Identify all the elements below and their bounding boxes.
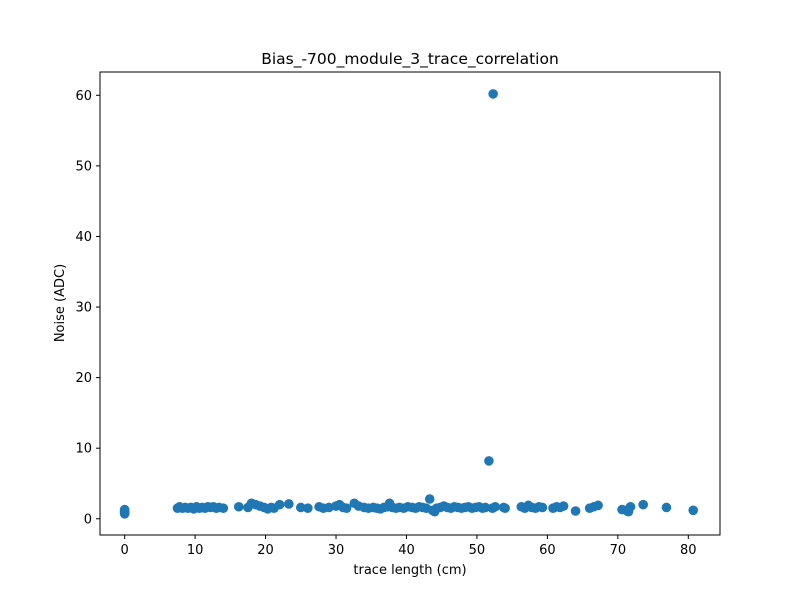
data-point <box>218 503 229 513</box>
x-tick-label: 40 <box>398 543 415 558</box>
data-point <box>119 506 130 517</box>
x-tick-label: 80 <box>680 543 697 558</box>
data-point <box>537 502 548 513</box>
data-point <box>488 89 498 99</box>
x-tick-label: 30 <box>328 543 345 558</box>
data-point <box>490 501 501 512</box>
data-point <box>484 456 494 466</box>
y-tick-label: 10 <box>75 442 92 457</box>
data-point <box>480 502 491 513</box>
y-tick-label: 20 <box>75 371 92 386</box>
chart-title: Bias_-700_module_3_trace_correlation <box>261 50 559 69</box>
data-point <box>638 499 649 510</box>
data-point <box>303 503 313 513</box>
data-point <box>424 494 435 504</box>
x-tick-label: 10 <box>187 543 204 558</box>
data-point <box>570 506 581 516</box>
x-tick-label: 60 <box>539 543 556 558</box>
data-point <box>625 501 636 512</box>
data-point <box>274 499 285 510</box>
y-tick-label: 30 <box>75 301 92 316</box>
data-point <box>593 500 603 511</box>
data-point <box>233 501 244 512</box>
data-point <box>284 499 294 509</box>
x-axis-ticks: 0 10 20 30 40 50 60 70 80 <box>121 535 697 558</box>
y-axis-label: Noise (ADC) <box>53 264 68 342</box>
scatter-points <box>119 89 699 519</box>
y-axis-ticks: 0 10 20 30 40 50 60 <box>75 89 100 527</box>
x-tick-label: 50 <box>469 543 486 558</box>
plot-frame <box>99 71 721 536</box>
data-point <box>500 503 510 513</box>
x-tick-label: 20 <box>257 543 274 558</box>
x-axis-label: trace length (cm) <box>353 563 466 578</box>
data-point <box>558 501 569 511</box>
data-point <box>688 505 699 516</box>
x-tick-label: 70 <box>610 543 627 558</box>
data-point <box>661 502 672 513</box>
y-tick-label: 40 <box>75 230 92 245</box>
x-tick-label: 0 <box>121 543 129 558</box>
data-point <box>295 502 306 513</box>
y-tick-label: 60 <box>75 89 92 104</box>
data-point <box>341 503 352 513</box>
y-tick-label: 50 <box>75 159 92 174</box>
y-tick-label: 0 <box>84 512 92 527</box>
